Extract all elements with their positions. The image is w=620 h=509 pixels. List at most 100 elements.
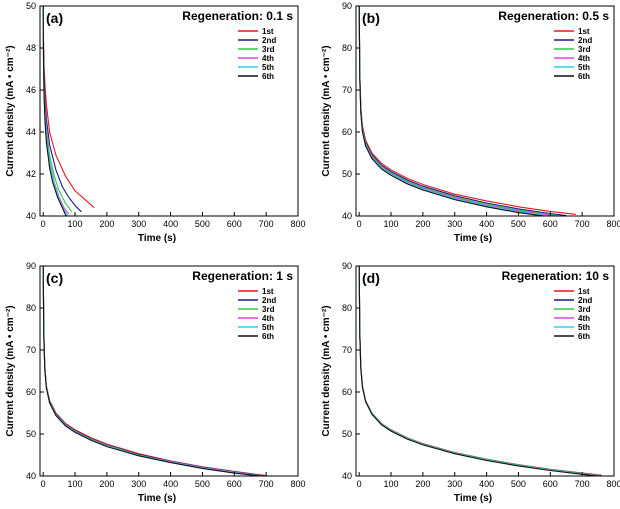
- x-tick-label: 100: [384, 479, 399, 489]
- legend-label: 5th: [262, 63, 274, 72]
- x-axis-title: Time (s): [454, 233, 492, 244]
- y-tick-label: 48: [26, 43, 36, 53]
- panel-label: (a): [46, 10, 63, 26]
- x-tick-label: 700: [575, 219, 590, 229]
- x-tick-label: 500: [195, 219, 210, 229]
- x-tick-label: 600: [227, 219, 242, 229]
- series-line-6th: [358, 266, 597, 476]
- y-axis-title: Current density (mA • cm⁻²): [5, 45, 16, 176]
- x-tick-label: 300: [447, 219, 462, 229]
- x-tick-label: 500: [511, 479, 526, 489]
- series-line-4th: [358, 6, 559, 216]
- x-tick-label: 800: [290, 219, 305, 229]
- y-tick-label: 40: [342, 471, 352, 481]
- legend-label: 1st: [262, 27, 274, 36]
- y-tick-label: 70: [26, 345, 36, 355]
- series-line-3rd: [42, 6, 73, 213]
- legend-label: 6th: [262, 72, 274, 81]
- series-line-5th: [358, 266, 599, 476]
- x-tick-label: 0: [357, 219, 362, 229]
- x-tick-label: 600: [227, 479, 242, 489]
- legend-label: 5th: [578, 323, 590, 332]
- series-line-2nd: [358, 266, 602, 476]
- x-tick-label: 200: [415, 219, 430, 229]
- plot-frame: [355, 5, 615, 217]
- legend-label: 4th: [578, 54, 590, 63]
- panel-title: Regeneration: 0.5 s: [498, 9, 609, 23]
- panel-title: Regeneration: 0.1 s: [182, 9, 293, 23]
- legend-label: 3rd: [262, 305, 275, 314]
- x-axis-title: Time (s): [138, 233, 176, 244]
- y-tick-label: 50: [26, 1, 36, 11]
- y-tick-label: 60: [26, 387, 36, 397]
- series-line-6th: [42, 6, 67, 216]
- panel-label: (d): [362, 270, 380, 286]
- series-line-6th: [42, 266, 260, 476]
- x-tick-label: 700: [259, 219, 274, 229]
- x-tick-label: 500: [195, 479, 210, 489]
- y-tick-label: 90: [342, 1, 352, 11]
- legend-label: 5th: [262, 323, 274, 332]
- x-tick-label: 800: [290, 479, 305, 489]
- y-tick-label: 80: [342, 43, 352, 53]
- series-line-1st: [358, 266, 602, 476]
- series-line-1st: [358, 6, 576, 215]
- x-tick-label: 0: [357, 479, 362, 489]
- x-tick-label: 0: [41, 479, 46, 489]
- legend-label: 2nd: [578, 296, 592, 305]
- panel-label: (b): [362, 10, 380, 26]
- x-tick-label: 400: [479, 219, 494, 229]
- y-tick-label: 60: [342, 387, 352, 397]
- legend-label: 3rd: [578, 305, 591, 314]
- legend-label: 6th: [578, 72, 590, 81]
- series-line-2nd: [42, 266, 264, 476]
- y-axis-title: Current density (mA • cm⁻²): [321, 305, 332, 436]
- series-line-1st: [42, 6, 95, 209]
- x-tick-label: 600: [543, 219, 558, 229]
- y-tick-label: 60: [342, 127, 352, 137]
- y-tick-label: 50: [26, 429, 36, 439]
- x-tick-label: 300: [131, 479, 146, 489]
- legend-label: 1st: [578, 27, 590, 36]
- panel-label: (c): [46, 270, 63, 286]
- series-line-3rd: [358, 266, 600, 476]
- legend-label: 4th: [262, 54, 274, 63]
- y-axis-title: Current density (mA • cm⁻²): [321, 45, 332, 176]
- y-tick-label: 44: [26, 127, 36, 137]
- plot-frame: [39, 5, 299, 217]
- legend-label: 3rd: [578, 45, 591, 54]
- legend-label: 1st: [578, 287, 590, 296]
- x-tick-label: 200: [415, 479, 430, 489]
- x-tick-label: 800: [606, 219, 620, 229]
- x-tick-label: 400: [163, 479, 178, 489]
- chart-panel-2: 0 100 200 300 400 500 600 700 800 40 50 60 70 80 90 Tim…: [321, 1, 620, 244]
- y-tick-label: 40: [342, 211, 352, 221]
- x-tick-label: 300: [131, 219, 146, 229]
- y-tick-label: 80: [342, 303, 352, 313]
- series-line-2nd: [358, 6, 567, 216]
- y-tick-label: 70: [342, 85, 352, 95]
- y-axis-title: Current density (mA • cm⁻²): [5, 305, 16, 436]
- x-tick-label: 200: [99, 479, 114, 489]
- legend-label: 4th: [262, 314, 274, 323]
- x-tick-label: 300: [447, 479, 462, 489]
- x-tick-label: 400: [479, 479, 494, 489]
- series-line-3rd: [358, 6, 560, 216]
- plot-frame: [39, 265, 299, 477]
- legend-label: 1st: [262, 287, 274, 296]
- legend-label: 2nd: [262, 36, 276, 45]
- x-tick-label: 100: [384, 219, 399, 229]
- x-axis-title: Time (s): [454, 493, 492, 504]
- y-tick-label: 40: [26, 211, 36, 221]
- legend-label: 5th: [578, 63, 590, 72]
- legend-label: 6th: [262, 332, 274, 341]
- chart-panel-4: 0 100 200 300 400 500 600 700 800 40 50 60 70 80 90 Tim…: [321, 261, 620, 504]
- legend-label: 2nd: [578, 36, 592, 45]
- legend-label: 4th: [578, 314, 590, 323]
- series-line-4th: [358, 266, 599, 476]
- series-line-5th: [42, 266, 262, 476]
- panel-title: Regeneration: 10 s: [502, 269, 610, 283]
- series-line-2nd: [42, 6, 82, 213]
